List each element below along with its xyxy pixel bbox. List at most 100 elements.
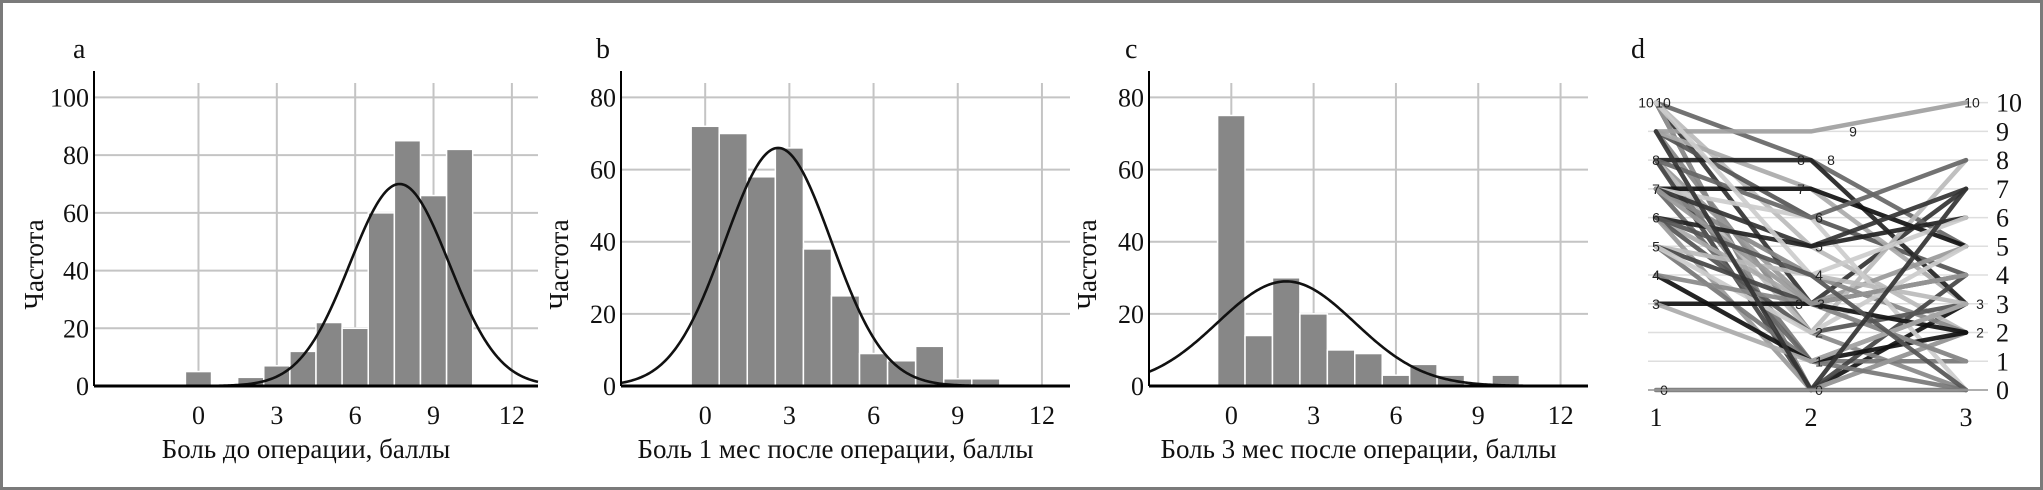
- histogram-bar: [1299, 313, 1329, 387]
- y-tick-label-right: 2: [1996, 319, 2009, 348]
- y-tick-label: 80: [590, 83, 616, 112]
- point-label: 1: [1815, 353, 1823, 369]
- histogram-panel-c: 0 3 6 9 12 0 20 40 60 80 c Боль 3 мес после операци…: [1072, 34, 1588, 464]
- x-tick-label: 6: [867, 401, 880, 430]
- point-label: 7: [1797, 181, 1805, 197]
- point-label: 5: [1652, 238, 1660, 254]
- x-tick-label: 3: [1960, 403, 1973, 432]
- y-tick-label-right: 4: [1996, 261, 2009, 290]
- point-label: 6: [1815, 210, 1823, 226]
- x-tick-label: 3: [270, 401, 283, 430]
- histogram-bar: [393, 139, 422, 387]
- point-label: 3: [1795, 296, 1803, 312]
- y-tick-label-right: 8: [1996, 146, 2009, 175]
- histogram-bar: [1381, 374, 1411, 387]
- y-axis-title: Частота: [1072, 219, 1102, 309]
- histogram-bar: [1216, 114, 1246, 387]
- point-label: 8: [1652, 152, 1660, 168]
- point-label: 3: [1817, 296, 1825, 312]
- y-tick-label: 0: [603, 372, 616, 401]
- y-tick-label-right: 5: [1996, 232, 2009, 261]
- y-tick-label: 0: [1131, 372, 1144, 401]
- histogram-bar: [1244, 334, 1274, 387]
- x-tick-label: 9: [951, 401, 964, 430]
- x-tick-label: 1: [1650, 403, 1663, 432]
- x-tick-label: 12: [499, 401, 525, 430]
- series-line: [1653, 215, 1969, 393]
- point-label: 2: [1976, 325, 1984, 341]
- x-tick-label: 0: [192, 401, 205, 430]
- histogram-bar: [718, 132, 749, 387]
- histogram-panel-a: 0 3 6 9 12 0 20 40 60 80 100 a Боль до операции, бал…: [19, 34, 539, 464]
- y-tick-label: 40: [590, 228, 616, 257]
- panel-letter: c: [1125, 34, 1137, 65]
- histogram-bar: [367, 212, 396, 387]
- histogram-bar: [886, 360, 917, 387]
- y-tick-label: 80: [63, 141, 89, 170]
- point-label: 10: [1638, 95, 1654, 111]
- y-tick-label: 20: [63, 314, 89, 343]
- series-line: [1653, 301, 1969, 364]
- point-label: 10: [1655, 95, 1671, 111]
- panel-letter: d: [1631, 34, 1645, 65]
- y-tick-label: 60: [1118, 156, 1144, 185]
- histogram-bar: [1354, 352, 1383, 387]
- histogram-bar: [774, 147, 805, 387]
- series-line: [1653, 244, 1969, 335]
- histogram-bar: [858, 352, 889, 387]
- y-tick-label-right: 6: [1996, 204, 2009, 233]
- point-label: 3: [1652, 296, 1660, 312]
- x-tick-label: 12: [1029, 401, 1055, 430]
- x-tick-label: 9: [427, 401, 440, 430]
- histogram-panel-b: 0 3 6 9 12 0 20 40 60 80 b Боль 1 мес после операци…: [544, 34, 1070, 464]
- x-axis-title: Боль 3 мес после операции, баллы: [1160, 434, 1556, 464]
- point-label: 10: [1964, 95, 1980, 111]
- series-line: [1653, 186, 1969, 307]
- histogram-bar: [341, 327, 369, 387]
- point-label: 4: [1652, 267, 1660, 283]
- histogram-bar: [802, 248, 833, 387]
- y-tick-label-right: 3: [1996, 290, 2009, 319]
- y-axis-title: Частота: [544, 219, 574, 309]
- histogram-bar: [1326, 349, 1356, 387]
- y-tick-label-right: 0: [1996, 376, 2009, 405]
- x-tick-label: 3: [1307, 401, 1320, 430]
- x-tick-label: 0: [1225, 401, 1238, 430]
- point-label: 8: [1827, 152, 1835, 168]
- panel-letter: b: [596, 34, 610, 65]
- point-label: 4: [1815, 267, 1823, 283]
- x-axis-title: Боль 1 мес после операции, баллы: [637, 434, 1033, 464]
- point-label: 6: [1652, 210, 1660, 226]
- histogram-bar: [1271, 277, 1301, 387]
- point-label: 5: [1815, 238, 1823, 254]
- y-tick-label: 40: [63, 257, 89, 286]
- point-label: 8: [1797, 152, 1805, 168]
- x-tick-label: 2: [1805, 403, 1818, 432]
- x-axis-title: Боль до операции, баллы: [162, 434, 450, 464]
- histogram-bar: [830, 295, 861, 387]
- y-tick-label: 80: [1118, 83, 1144, 112]
- y-axis-title: Частота: [19, 219, 49, 309]
- histogram-bar: [746, 176, 777, 387]
- y-tick-label: 20: [590, 300, 616, 329]
- point-label: 3: [1976, 296, 1984, 312]
- series-line: [1653, 157, 1969, 220]
- x-tick-label: 0: [699, 401, 712, 430]
- y-tick-label: 60: [63, 199, 89, 228]
- histogram-bar: [184, 370, 213, 387]
- point-label: 2: [1815, 325, 1823, 341]
- y-tick-label: 60: [590, 156, 616, 185]
- series-line: [1653, 100, 1969, 134]
- y-tick-label-right: 1: [1996, 347, 2009, 376]
- y-tick-label-right: 9: [1996, 117, 2009, 146]
- y-tick-label-right: 10: [1996, 89, 2022, 118]
- x-tick-label: 9: [1472, 401, 1485, 430]
- y-tick-label-right: 7: [1996, 175, 2009, 204]
- panel-letter: a: [73, 34, 86, 65]
- y-tick-label: 40: [1118, 228, 1144, 257]
- x-tick-label: 6: [349, 401, 362, 430]
- y-tick-label: 0: [76, 372, 89, 401]
